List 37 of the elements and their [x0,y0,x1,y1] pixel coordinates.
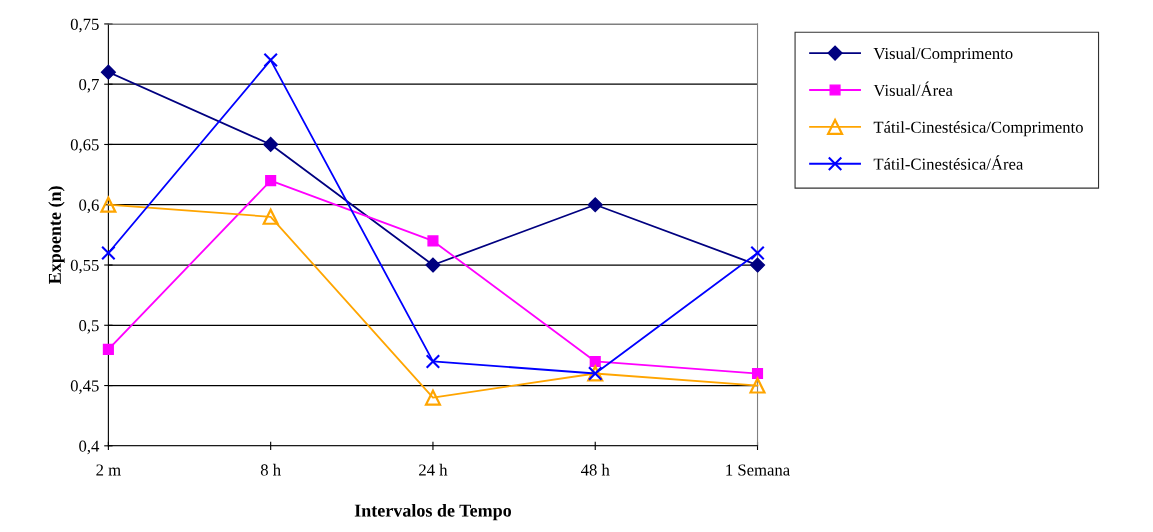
legend-label: Tátil-Cinestésica/Área [873,155,1024,170]
point [424,389,442,406]
x-axis-title: Intervalos de Tempo [354,503,512,521]
x-tick-label: 8 h [260,463,281,476]
point [262,208,279,225]
point [425,354,441,369]
legend-label: Visual/Comprimento [873,47,1013,63]
y-tick-label: 0,7 [79,78,99,93]
y-tick-label: 0,55 [70,259,99,274]
point [749,377,766,394]
point [102,343,114,355]
point [589,355,601,367]
x-tick-label: 2 m [96,464,121,476]
y-tick-label: 0,6 [79,199,99,214]
point [427,235,439,247]
y-tick-label: 0,65 [70,139,99,153]
legend-label: Visual/Área [873,81,953,97]
y-tick-label: 0,45 [70,380,99,394]
point [263,136,279,153]
y-tick-label: 0,75 [70,18,99,33]
x-tick-label: 1 Semana [726,464,790,476]
x-tick-label: 48 h [580,463,610,476]
point [101,245,116,261]
x-tick-label: 24 h [419,463,448,476]
y-tick-label: 0,5 [79,319,99,334]
point [100,196,117,213]
point [425,257,441,273]
legend-label: Tátil-Cinestésica/Comprimento [873,121,1083,137]
point [263,52,278,68]
point [100,64,116,80]
point [749,257,766,273]
point [265,175,277,187]
y-axis-title: Expoente (n) [48,186,65,284]
point [751,367,764,380]
point [587,197,603,213]
y-tick-label: 0,4 [79,440,100,455]
point [750,245,765,261]
